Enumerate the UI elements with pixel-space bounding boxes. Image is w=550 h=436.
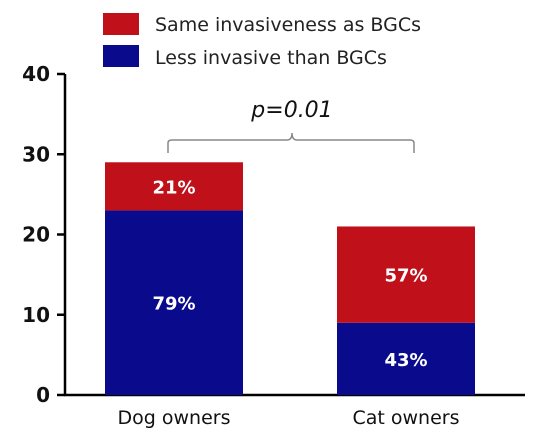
bar-value-label: 57%: [384, 266, 427, 287]
bar-segment-less: [105, 210, 243, 395]
bar-segment-same: [105, 162, 243, 211]
legend-label-same: Same invasiveness as BGCs: [155, 14, 421, 36]
category-labels: Dog owners Cat owners: [118, 407, 460, 429]
category-label: Dog owners: [118, 407, 231, 429]
y-axis: 0 10 20 30 40: [22, 62, 67, 407]
y-tick-label: 10: [22, 303, 50, 327]
y-tick-label: 0: [36, 383, 50, 407]
y-tick-label: 30: [22, 142, 50, 166]
significance-bracket: p=0.01: [167, 98, 415, 153]
bar-value-label: 21%: [152, 177, 195, 198]
y-tick-label: 40: [22, 62, 50, 86]
bar-value-label: 43%: [384, 350, 427, 371]
p-value-annotation: p=0.01: [250, 98, 332, 123]
bar-segment-less: [337, 322, 475, 395]
legend-swatch-less: [103, 45, 139, 67]
bar-value-label: 79%: [152, 294, 195, 315]
bars: 79% 21% 43% 57%: [105, 162, 475, 395]
legend-swatch-same: [103, 13, 139, 35]
bracket-path: [167, 132, 415, 153]
y-tick-label: 20: [22, 223, 50, 247]
bar-segment-same: [337, 226, 475, 323]
category-label: Cat owners: [352, 407, 459, 429]
legend: Same invasiveness as BGCs Less invasive …: [103, 13, 421, 69]
legend-label-less: Less invasive than BGCs: [155, 47, 387, 69]
